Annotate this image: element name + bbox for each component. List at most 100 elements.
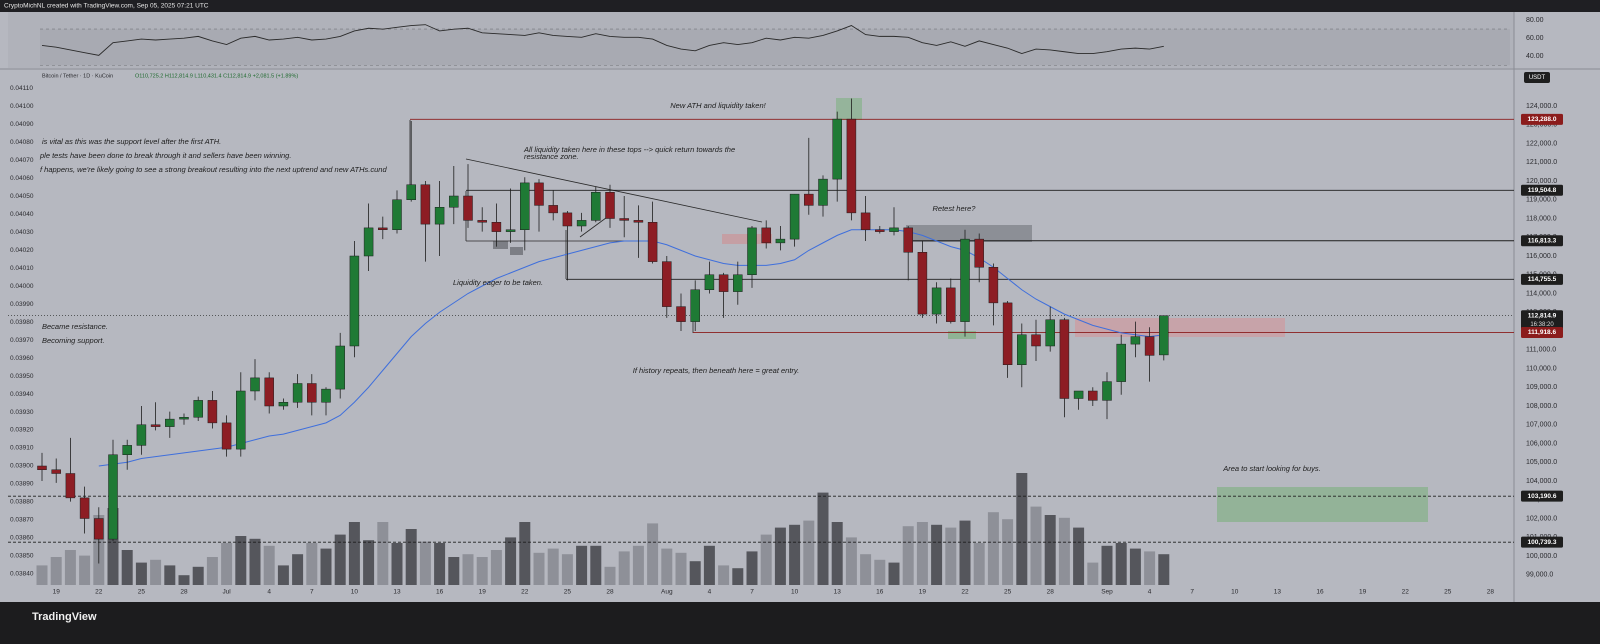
candle-body	[108, 454, 118, 540]
candle-body	[278, 402, 289, 407]
volume-bar	[277, 565, 289, 585]
y2-tick-label: 0.04070	[10, 157, 34, 164]
candle-body	[1144, 336, 1155, 356]
candle-body	[94, 518, 104, 540]
candle-body	[392, 199, 402, 230]
y-tick-label: 120,000.0	[1526, 178, 1557, 185]
level-badge	[1521, 184, 1563, 196]
candle-body	[718, 274, 729, 292]
y-tick-label: 111,000.0	[1526, 347, 1556, 354]
volume-bar	[789, 524, 801, 585]
volume-bar	[1030, 506, 1042, 585]
candle-body	[51, 469, 61, 474]
header: CryptoMichNL created with TradingView.co…	[4, 3, 209, 10]
y2-tick-label: 0.03850	[10, 553, 34, 560]
volume-bar	[164, 565, 176, 585]
y-tick-label: 116,000.0	[1526, 253, 1557, 260]
x-tick-label: 7	[1190, 589, 1194, 596]
rsi-tick-label: 40.00	[1526, 53, 1544, 60]
x-tick-label: 19	[479, 589, 487, 596]
y2-tick-label: 0.04060	[10, 175, 34, 182]
rsi-band-fill	[40, 29, 1510, 66]
rsi-line	[41, 24, 1164, 56]
x-tick-label: Jul	[222, 589, 231, 596]
candle-body	[1059, 319, 1070, 399]
x-tick-label: 28	[180, 589, 188, 596]
candle-body	[704, 274, 715, 290]
volume-bar	[1044, 515, 1056, 585]
candle-body	[619, 218, 629, 221]
candle-body	[1002, 302, 1013, 365]
volume-bar	[902, 526, 914, 585]
x-tick-label: 13	[834, 589, 842, 596]
volume-bar	[1073, 527, 1085, 585]
volume-bar	[888, 562, 900, 585]
volume-bar	[874, 559, 886, 585]
annotation: resistance zone.	[524, 152, 579, 161]
volume-bar	[576, 545, 588, 585]
level-badge	[1521, 327, 1563, 339]
candle-body	[335, 345, 345, 390]
candle-body	[534, 182, 544, 206]
volume-bar	[547, 548, 559, 585]
volume-bar	[618, 551, 630, 585]
y2-tick-label: 0.04080	[10, 139, 34, 146]
candle-body	[690, 289, 700, 322]
ma-line	[98, 229, 1164, 467]
volume-bar	[746, 551, 758, 585]
x-tick-label: Sep	[1101, 589, 1113, 596]
candle-body	[946, 287, 956, 322]
x-tick-label: 25	[1004, 589, 1012, 596]
x-tick-label: 7	[750, 589, 754, 596]
volume-bar	[178, 575, 190, 585]
level-badge	[1521, 235, 1563, 247]
annotation: All liquidity taken here in these tops -…	[523, 145, 735, 154]
candle-body	[846, 118, 857, 214]
candle-body	[79, 497, 90, 519]
volume-bar	[604, 566, 616, 585]
volume-bar	[916, 522, 928, 585]
candle-body	[917, 252, 928, 315]
candle-body	[349, 255, 360, 347]
x-tick-label: 19	[919, 589, 927, 596]
y2-tick-label: 0.04110	[10, 85, 33, 92]
candle-body	[832, 118, 842, 180]
y2-tick-label: 0.03880	[10, 499, 34, 506]
y-tick-label: 99,000.0	[1526, 572, 1553, 579]
annotation: Retest here?	[933, 204, 977, 213]
retest-zone	[906, 225, 1032, 242]
candle-body	[321, 388, 331, 403]
buy-zone	[1217, 487, 1428, 522]
volume-bar	[1016, 473, 1028, 585]
y-tick-label: 108,000.0	[1526, 403, 1557, 410]
volume-bar	[377, 522, 389, 585]
y2-tick-label: 0.04050	[10, 193, 34, 200]
candle-body	[860, 212, 871, 230]
y-tick-label: 122,000.0	[1526, 140, 1557, 147]
candle-body	[207, 400, 218, 424]
volume-bar	[860, 554, 872, 585]
candle-body	[449, 195, 459, 208]
x-tick-label: 16	[876, 589, 884, 596]
y2-tick-label: 0.04040	[10, 211, 34, 218]
volume-bar	[221, 543, 233, 585]
rsi-tick-label: 80.00	[1526, 17, 1544, 24]
candle-body	[363, 227, 374, 257]
candle-body	[931, 287, 942, 315]
candle-body	[221, 422, 232, 450]
x-tick-label: 22	[95, 589, 103, 596]
candle-body	[420, 184, 431, 225]
x-tick-label: 25	[564, 589, 572, 596]
volume-bar	[675, 552, 687, 585]
volume-bar	[817, 492, 829, 585]
x-tick-label: 13	[393, 589, 401, 596]
volume-bar	[533, 552, 545, 585]
level-label: 116,813.3	[1528, 237, 1557, 244]
top-bar	[0, 0, 1600, 12]
x-tick-label: 22	[961, 589, 969, 596]
volume-bar	[959, 520, 971, 585]
x-tick-label: 10	[791, 589, 799, 596]
currency: USDT	[1529, 75, 1546, 81]
candle-body	[775, 238, 786, 244]
volume-bar	[1087, 562, 1099, 585]
